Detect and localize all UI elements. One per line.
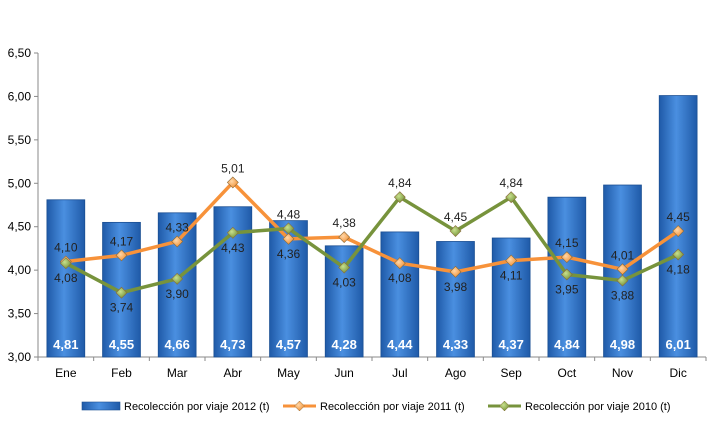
series-2011-marker: [560, 251, 573, 264]
bar-value-label: 6,01: [666, 337, 691, 352]
y-tick-label: 3,50: [8, 307, 32, 321]
x-tick-label: Mar: [167, 366, 188, 380]
series-2011-marker: [338, 231, 351, 244]
line-2011-value-label: 4,17: [110, 234, 134, 248]
x-tick-label: Sep: [500, 366, 522, 380]
bar-value-label: 4,28: [332, 337, 357, 352]
series-2010-marker: [393, 191, 406, 204]
legend-label-2011: Recolección por viaje 2011 (t): [320, 401, 465, 413]
line-2010-value-label: 4,48: [277, 207, 301, 221]
line-2010-value-label: 4,18: [666, 263, 690, 277]
y-tick-label: 6,50: [8, 46, 32, 60]
bar-value-label: 4,55: [109, 337, 134, 352]
line-series: [59, 176, 685, 299]
line-2010-value-label: 3,88: [611, 289, 635, 303]
line-2010-value-label: 3,95: [555, 282, 579, 296]
series-2011-marker: [672, 225, 685, 237]
bar: [46, 199, 86, 358]
bar-value-label: 4,33: [443, 337, 468, 352]
axes: 3,00 3,50 4,00 4,50 5,00 5,50 6,00 6,50 Ene Feb Ma…: [8, 46, 707, 380]
x-tick-label: Dic: [669, 366, 686, 380]
y-tick-label: 6,00: [8, 89, 32, 103]
y-tick-label: 5,00: [8, 176, 32, 190]
line-2010-value-label: 4,03: [332, 276, 356, 290]
x-tick-label: Feb: [111, 366, 132, 380]
line-2010-value-label: 4,84: [499, 176, 523, 190]
series-2010-marker: [560, 268, 573, 281]
series-2010-line: [65, 195, 679, 295]
series-2011-line: [65, 180, 680, 274]
series-2010-marker: [282, 222, 295, 235]
bar-value-label: 4,37: [499, 337, 524, 352]
series-2010-marker: [449, 225, 462, 237]
line-2011-value-label: 4,15: [555, 236, 579, 250]
x-tick-label: May: [277, 366, 300, 380]
series-2011-marker: [505, 254, 518, 267]
line-2010-value-label: 4,45: [444, 210, 468, 224]
series-2010-marker: [115, 286, 128, 299]
series-2011-marker: [393, 257, 406, 270]
series-2011-marker: [115, 249, 128, 262]
bar: [380, 231, 420, 358]
legend: Recolección por viaje 2012 (t) Recolecció…: [81, 400, 671, 413]
bar-value-label: 4,73: [220, 337, 245, 352]
x-tick-label: Ago: [445, 366, 467, 380]
x-tick-label: Ene: [55, 366, 77, 380]
bar-value-label: 4,84: [554, 337, 580, 352]
series-2010-marker: [505, 191, 518, 204]
bar-value-label: 4,44: [387, 337, 413, 352]
legend-swatch-bar: [81, 401, 121, 411]
legend-marker-2010: [499, 400, 510, 412]
x-tick-label: Abr: [223, 366, 242, 380]
y-tick-label: 4,00: [8, 263, 32, 277]
line-2011-value-label: 4,36: [277, 247, 301, 261]
line-2011-value-label: 4,08: [388, 271, 412, 285]
bar-value-label: 4,81: [53, 337, 78, 352]
line-2010-value-label: 3,90: [165, 287, 189, 301]
legend-label-2010: Recolección por viaje 2010 (t): [525, 401, 671, 413]
line-2011-value-label: 4,45: [666, 210, 690, 224]
data-labels: 4,81 4,55 4,66 4,73 4,57 4,28 4,44 4,33 4,37 4,84…: [53, 161, 691, 352]
x-tick-label: Nov: [612, 366, 633, 380]
bar-value-label: 4,57: [276, 337, 301, 352]
line-2010-value-label: 4,08: [54, 271, 78, 285]
bar-series: [46, 95, 698, 358]
bar-value-label: 4,98: [610, 337, 635, 352]
line-2011-value-label: 4,01: [611, 248, 635, 262]
x-tick-label: Oct: [557, 366, 576, 380]
series-2011-marker: [449, 265, 462, 278]
line-2010-value-label: 3,74: [110, 301, 134, 315]
series-2011-marker: [226, 176, 239, 189]
y-tick-label: 5,50: [8, 133, 32, 147]
bar-value-label: 4,66: [165, 337, 190, 352]
line-2010-value-label: 4,84: [388, 176, 412, 190]
series-2010-marker: [616, 274, 629, 287]
y-tick-label: 3,00: [8, 350, 32, 364]
series-2010-marker: [59, 257, 72, 270]
series-2010-marker: [226, 226, 239, 239]
series-2010-marker: [338, 261, 351, 274]
line-2011-value-label: 5,01: [221, 161, 245, 175]
y-tick-label: 4,50: [8, 220, 32, 234]
line-2011-value-label: 4,10: [54, 240, 78, 254]
line-2011-value-label: 3,98: [444, 280, 468, 294]
series-2010-marker: [672, 248, 685, 261]
bar: [436, 241, 475, 358]
line-2011-value-label: 4,38: [332, 216, 356, 230]
x-tick-label: Jun: [334, 366, 353, 380]
series-2011-marker: [171, 235, 184, 248]
legend-label-bar: Recolección por viaje 2012 (t): [124, 401, 270, 413]
line-2011-value-label: 4,33: [165, 220, 189, 234]
series-2011-marker: [282, 232, 295, 245]
legend-marker-2011: [294, 400, 305, 412]
line-2010-value-label: 4,43: [221, 241, 245, 255]
line-2011-value-label: 4,11: [500, 269, 523, 283]
x-tick-label: Jul: [392, 366, 407, 380]
series-2010-marker: [171, 272, 184, 285]
